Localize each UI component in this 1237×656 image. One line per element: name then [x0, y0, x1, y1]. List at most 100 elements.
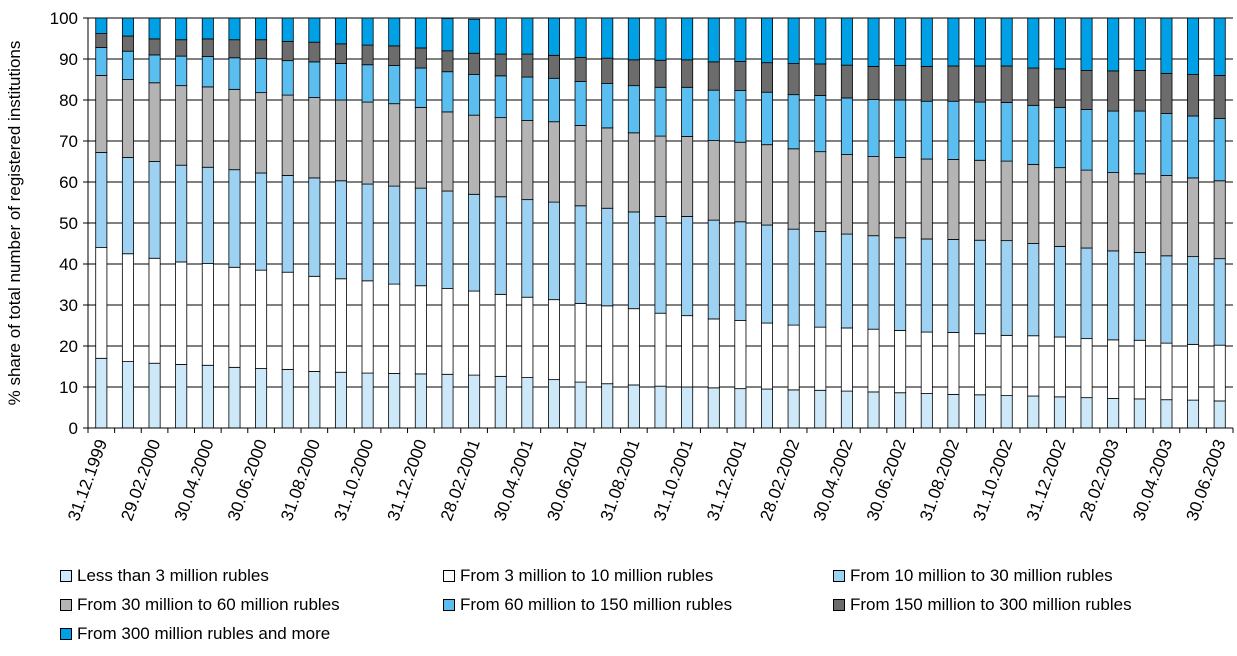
bar-segment	[361, 372, 374, 429]
bar-segment	[681, 386, 694, 429]
legend-item: From 3 million to 10 million rubles	[443, 566, 713, 586]
bar-segment	[1187, 399, 1200, 429]
bar-segment	[814, 151, 827, 233]
bar-segment	[521, 76, 534, 121]
bar-segment	[761, 322, 774, 390]
bar-segment	[814, 63, 827, 96]
bar-segment	[654, 86, 667, 137]
legend-label: From 60 million to 150 million rubles	[460, 595, 733, 614]
bar-segment	[627, 132, 640, 213]
bar-segment	[601, 207, 614, 307]
y-tick-label: 30	[59, 296, 78, 315]
bar-stack	[974, 17, 987, 429]
bar-segment	[361, 183, 374, 282]
bar-segment	[121, 361, 134, 429]
bar-segment	[681, 59, 694, 88]
bar-stack	[920, 17, 933, 429]
bar-segment	[547, 379, 560, 429]
bar-segment	[1133, 110, 1146, 175]
legend-item: From 300 million rubles and more	[60, 624, 330, 644]
bar-segment	[920, 238, 933, 333]
bar-segment	[654, 312, 667, 387]
bar-segment	[947, 65, 960, 102]
bar-segment	[920, 158, 933, 240]
bar-segment	[734, 61, 747, 91]
bar-stack	[574, 17, 587, 429]
bar-segment	[1133, 398, 1146, 429]
bar-segment	[468, 74, 481, 116]
bar-segment	[95, 152, 108, 248]
bar-segment	[840, 17, 853, 66]
bar-segment	[334, 17, 347, 45]
bar-segment	[707, 219, 720, 320]
bar-segment	[1160, 255, 1173, 344]
bar-segment	[255, 39, 268, 59]
bar-segment	[547, 121, 560, 203]
bar-segment	[1107, 17, 1120, 72]
bar-segment	[468, 52, 481, 75]
bar-stack	[255, 17, 268, 429]
bar-segment	[974, 17, 987, 67]
bar-segment	[681, 315, 694, 388]
bar-stack	[1213, 17, 1226, 429]
bar-segment	[867, 156, 880, 237]
bar-segment	[175, 85, 188, 166]
bar-segment	[627, 308, 640, 386]
bar-segment	[281, 40, 294, 62]
bar-segment	[1027, 395, 1040, 429]
bar-segment	[175, 164, 188, 263]
bar-segment	[547, 201, 560, 301]
bar-segment	[1080, 109, 1093, 171]
bar-stack	[441, 18, 454, 429]
bar-segment	[840, 97, 853, 155]
bar-stack	[867, 17, 880, 429]
legend-label: Less than 3 million rubles	[77, 566, 269, 585]
bar-segment	[1053, 68, 1066, 108]
bar-segment	[255, 17, 268, 41]
legend-item: From 60 million to 150 million rubles	[443, 595, 732, 615]
bar-segment	[1000, 17, 1013, 67]
bar-segment	[627, 85, 640, 134]
bar-segment	[148, 17, 161, 40]
bar-segment	[414, 67, 427, 108]
bar-stack	[627, 17, 640, 429]
bar-segment	[441, 373, 454, 429]
y-tick-label: 90	[59, 50, 78, 69]
bar-segment	[1053, 245, 1066, 338]
legend-swatch	[833, 570, 845, 582]
x-tick-label: 31.12.1999	[64, 437, 111, 523]
bar-segment	[201, 56, 214, 88]
bar-segment	[494, 117, 507, 198]
bar-segment	[441, 18, 454, 52]
bar-segment	[1133, 17, 1146, 71]
bar-segment	[95, 17, 108, 34]
bar-segment	[334, 371, 347, 429]
bar-segment	[1187, 177, 1200, 258]
bar-stack	[1027, 17, 1040, 429]
bar-segment	[761, 388, 774, 429]
bar-segment	[175, 39, 188, 57]
bar-segment	[1160, 175, 1173, 257]
bar-segment	[1027, 335, 1040, 397]
bar-segment	[867, 99, 880, 157]
bar-segment	[521, 377, 534, 429]
bar-segment	[441, 71, 454, 113]
bar-segment	[654, 216, 667, 314]
bar-segment	[388, 185, 401, 285]
legend-swatch	[443, 599, 455, 611]
x-tick-label: 31.10.2001	[650, 437, 697, 523]
bar-segment	[1053, 396, 1066, 429]
bar-segment	[974, 239, 987, 335]
bar-segment	[201, 263, 214, 366]
bar-segment	[1080, 17, 1093, 71]
bar-segment	[228, 88, 241, 171]
bar-segment	[1213, 75, 1226, 119]
bar-segment	[441, 288, 454, 375]
bar-stack	[175, 17, 188, 429]
bar-stack	[201, 17, 214, 429]
x-tick-label: 31.08.2001	[597, 437, 644, 523]
bar-segment	[1053, 17, 1066, 70]
bar-segment	[441, 111, 454, 192]
bar-segment	[627, 384, 640, 429]
x-tick-label: 31.12.2002	[1023, 437, 1070, 523]
